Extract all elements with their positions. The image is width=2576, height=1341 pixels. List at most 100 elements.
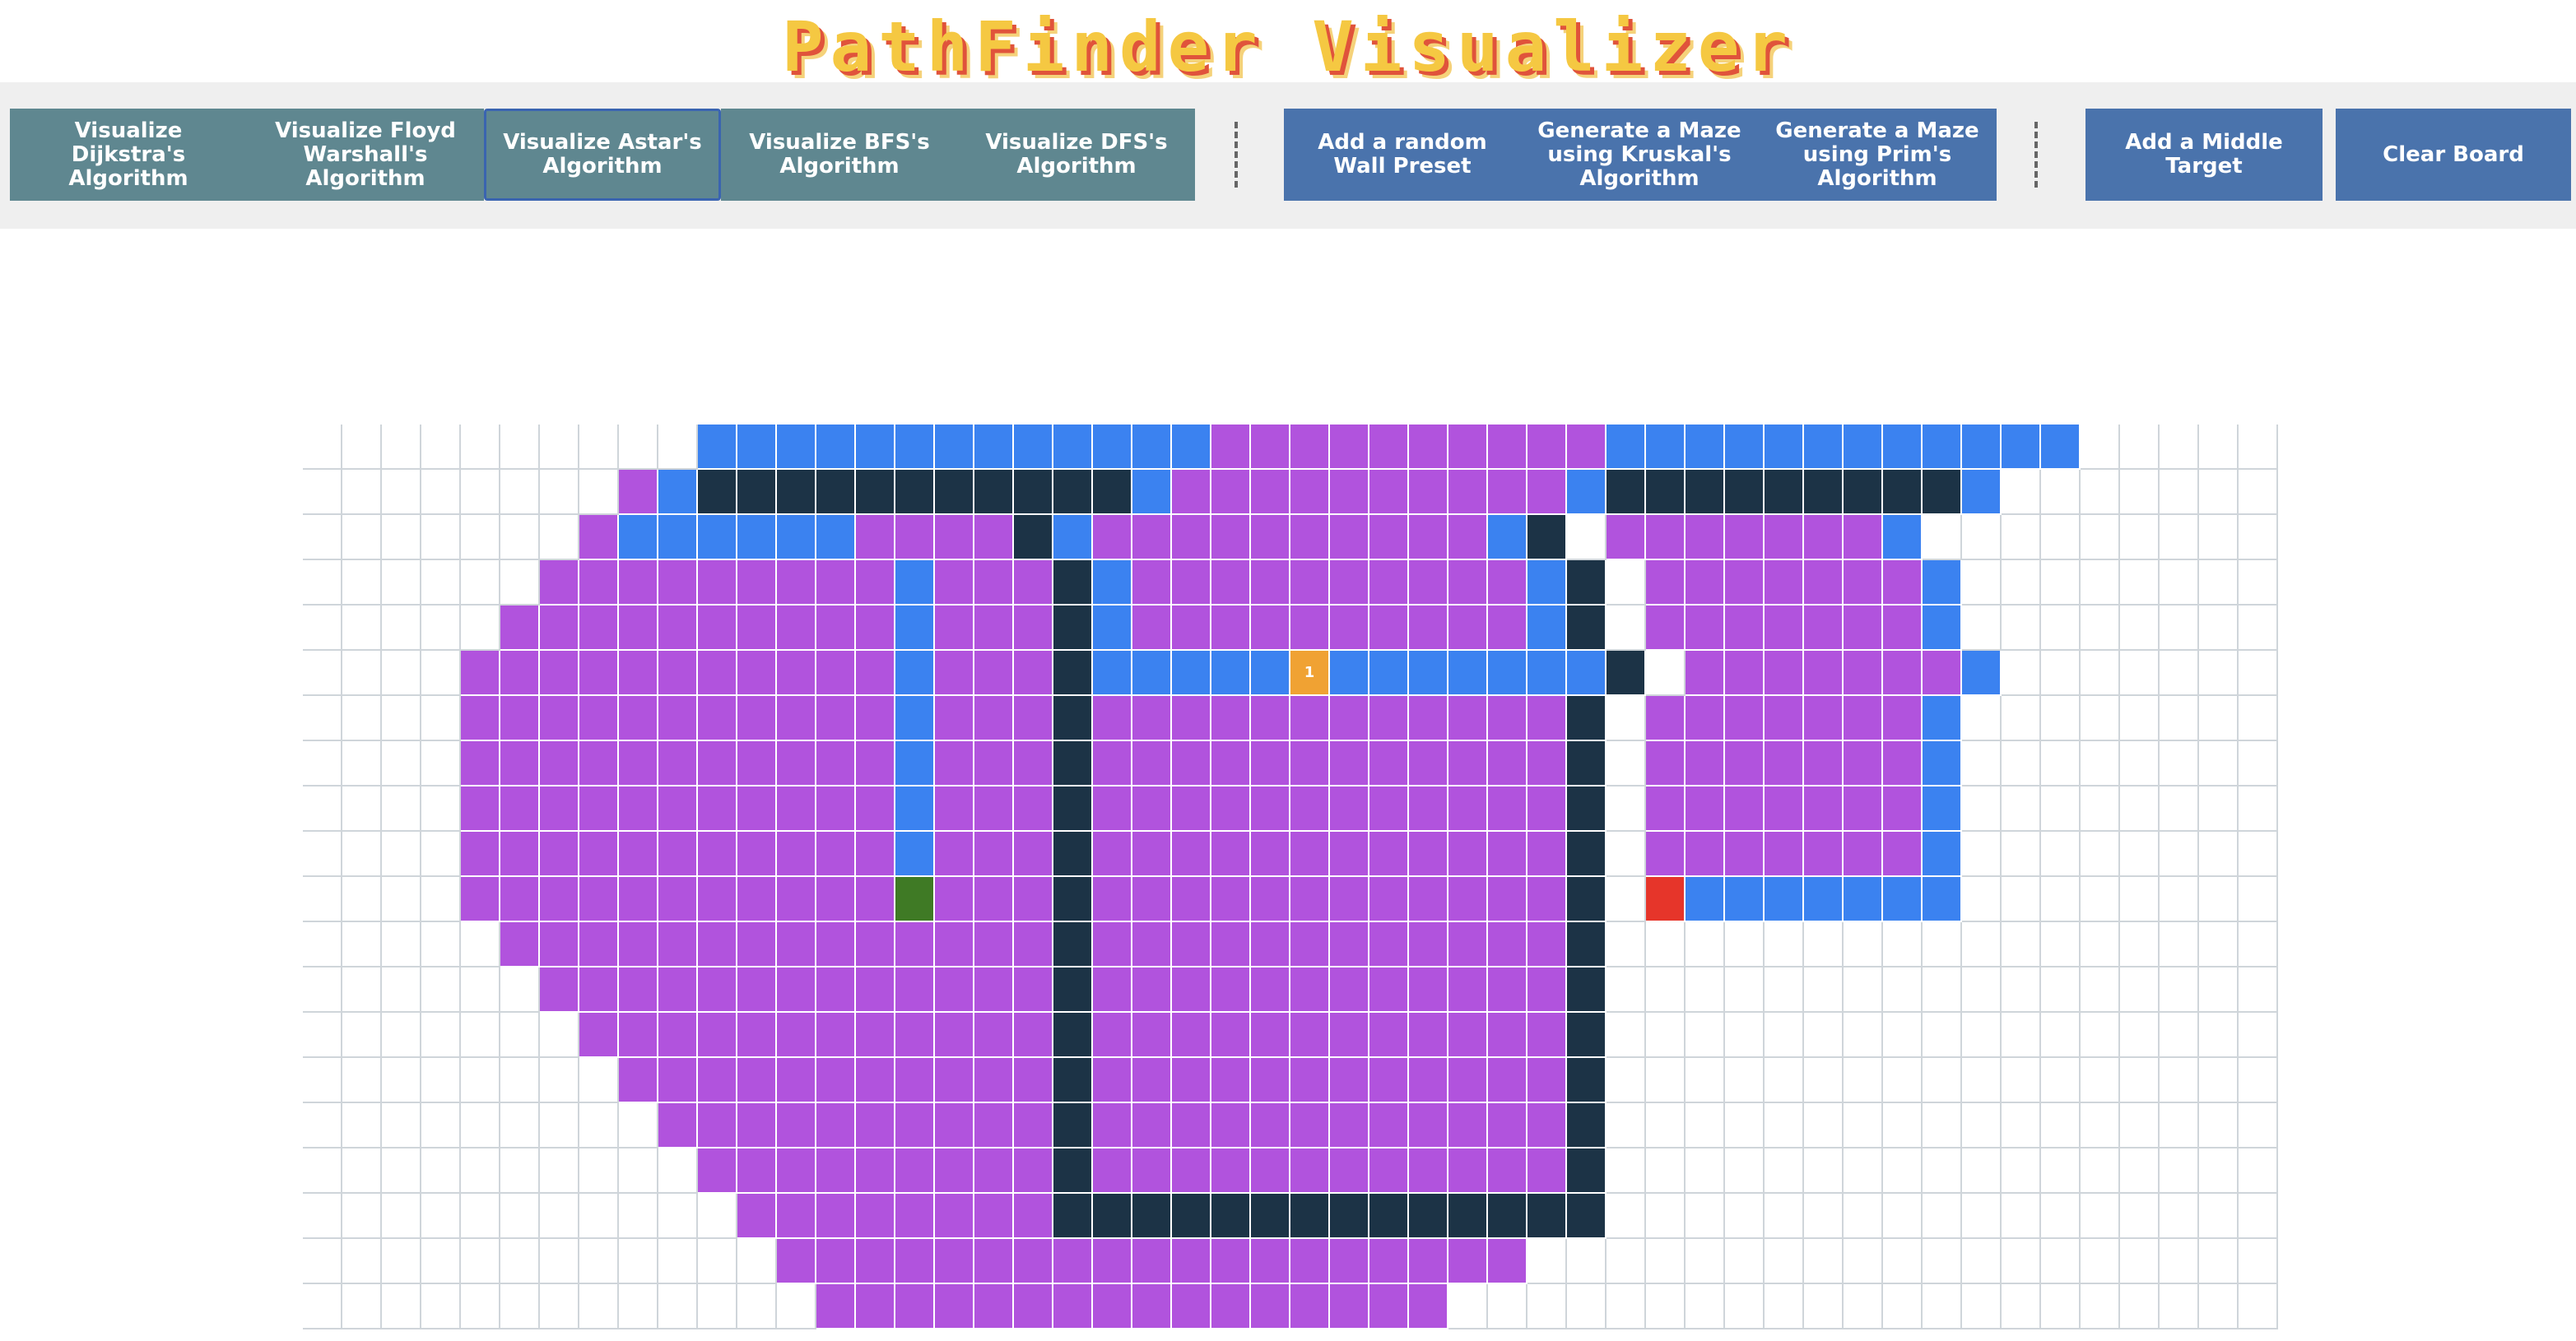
visited-cell[interactable] xyxy=(1014,832,1053,877)
visited-cell[interactable] xyxy=(1488,1103,1527,1148)
visited-cell[interactable] xyxy=(1330,560,1369,606)
grid-cell[interactable] xyxy=(2041,741,2081,787)
visited-cell[interactable] xyxy=(1409,606,1448,651)
grid-cell[interactable] xyxy=(619,1284,658,1329)
path-cell[interactable] xyxy=(1527,560,1567,606)
visited-cell[interactable] xyxy=(816,1103,856,1148)
visited-cell[interactable] xyxy=(1211,606,1251,651)
grid-cell[interactable] xyxy=(2160,1103,2199,1148)
visited-cell[interactable] xyxy=(1686,741,1725,787)
grid-cell[interactable] xyxy=(2081,1194,2120,1239)
visited-cell[interactable] xyxy=(1646,787,1686,832)
path-cell[interactable] xyxy=(1251,651,1290,696)
grid-cell[interactable] xyxy=(303,1103,342,1148)
grid-cell[interactable] xyxy=(382,470,421,515)
visited-cell[interactable] xyxy=(1330,1058,1369,1103)
visited-cell[interactable] xyxy=(1646,606,1686,651)
visited-cell[interactable] xyxy=(1804,515,1844,560)
grid-cell[interactable] xyxy=(1923,1284,1962,1329)
grid-cell[interactable] xyxy=(1962,1103,2002,1148)
visited-cell[interactable] xyxy=(1093,696,1132,741)
visited-cell[interactable] xyxy=(698,560,737,606)
visited-cell[interactable] xyxy=(1448,560,1488,606)
grid-cell[interactable] xyxy=(2239,741,2278,787)
grid-cell[interactable] xyxy=(2160,651,2199,696)
grid-cell[interactable] xyxy=(1646,1194,1686,1239)
visited-cell[interactable] xyxy=(500,922,540,967)
grid-cell[interactable] xyxy=(619,1148,658,1194)
visited-cell[interactable] xyxy=(1093,922,1132,967)
grid-cell[interactable] xyxy=(579,1103,619,1148)
visited-cell[interactable] xyxy=(1093,741,1132,787)
visualize-dfs-button[interactable]: Visualize DFS's Algorithm xyxy=(958,109,1195,201)
grid-cell[interactable] xyxy=(461,425,500,470)
grid-cell[interactable] xyxy=(2239,606,2278,651)
wall-cell[interactable] xyxy=(1765,470,1804,515)
visited-cell[interactable] xyxy=(1686,606,1725,651)
visited-cell[interactable] xyxy=(1251,696,1290,741)
visited-cell[interactable] xyxy=(737,1058,777,1103)
visited-cell[interactable] xyxy=(1765,515,1804,560)
visited-cell[interactable] xyxy=(737,1194,777,1239)
visited-cell[interactable] xyxy=(1409,1148,1448,1194)
visited-cell[interactable] xyxy=(461,741,500,787)
path-cell[interactable] xyxy=(1132,651,1172,696)
visited-cell[interactable] xyxy=(816,1194,856,1239)
visited-cell[interactable] xyxy=(856,787,895,832)
path-cell[interactable] xyxy=(895,560,935,606)
grid-cell[interactable] xyxy=(382,606,421,651)
visited-cell[interactable] xyxy=(1488,470,1527,515)
visited-cell[interactable] xyxy=(1409,787,1448,832)
visited-cell[interactable] xyxy=(1093,515,1132,560)
visited-cell[interactable] xyxy=(461,651,500,696)
visited-cell[interactable] xyxy=(935,696,974,741)
grid-cell[interactable] xyxy=(1567,515,1607,560)
grid-cell[interactable] xyxy=(2199,606,2239,651)
visited-cell[interactable] xyxy=(1290,1284,1330,1329)
visited-cell[interactable] xyxy=(1369,832,1409,877)
visited-cell[interactable] xyxy=(1488,1148,1527,1194)
grid-cell[interactable] xyxy=(540,1284,579,1329)
grid-cell[interactable] xyxy=(303,470,342,515)
visited-cell[interactable] xyxy=(1844,651,1883,696)
grid-cell[interactable] xyxy=(421,606,461,651)
visited-cell[interactable] xyxy=(1014,1148,1053,1194)
visited-cell[interactable] xyxy=(540,967,579,1013)
grid-cell[interactable] xyxy=(2239,832,2278,877)
grid-cell[interactable] xyxy=(421,1013,461,1058)
grid-cell[interactable] xyxy=(2120,1284,2160,1329)
visited-cell[interactable] xyxy=(1369,560,1409,606)
visited-cell[interactable] xyxy=(1093,787,1132,832)
grid-cell[interactable] xyxy=(1883,1058,1923,1103)
grid-cell[interactable] xyxy=(619,425,658,470)
grid-cell[interactable] xyxy=(1804,922,1844,967)
wall-cell[interactable] xyxy=(1567,1013,1607,1058)
grid-cell[interactable] xyxy=(1607,741,1646,787)
grid-cell[interactable] xyxy=(500,1194,540,1239)
visited-cell[interactable] xyxy=(540,696,579,741)
grid-cell[interactable] xyxy=(303,1148,342,1194)
grid-cell[interactable] xyxy=(540,1058,579,1103)
visited-cell[interactable] xyxy=(777,787,816,832)
visited-cell[interactable] xyxy=(816,741,856,787)
visited-cell[interactable] xyxy=(1488,832,1527,877)
visited-cell[interactable] xyxy=(658,696,698,741)
grid-cell[interactable] xyxy=(579,1058,619,1103)
visited-cell[interactable] xyxy=(1765,560,1804,606)
path-cell[interactable] xyxy=(1488,515,1527,560)
visited-cell[interactable] xyxy=(974,832,1014,877)
grid-cell[interactable] xyxy=(2199,741,2239,787)
grid-cell[interactable] xyxy=(2160,425,2199,470)
visited-cell[interactable] xyxy=(777,1013,816,1058)
grid-cell[interactable] xyxy=(1923,967,1962,1013)
grid-cell[interactable] xyxy=(500,515,540,560)
visited-cell[interactable] xyxy=(974,696,1014,741)
visited-cell[interactable] xyxy=(1132,787,1172,832)
visited-cell[interactable] xyxy=(1093,1013,1132,1058)
path-cell[interactable] xyxy=(1093,425,1132,470)
grid-cell[interactable] xyxy=(737,1239,777,1284)
grid-cell[interactable] xyxy=(303,560,342,606)
grid-cell[interactable] xyxy=(1646,651,1686,696)
wall-cell[interactable] xyxy=(1053,741,1093,787)
grid-cell[interactable] xyxy=(2239,1103,2278,1148)
